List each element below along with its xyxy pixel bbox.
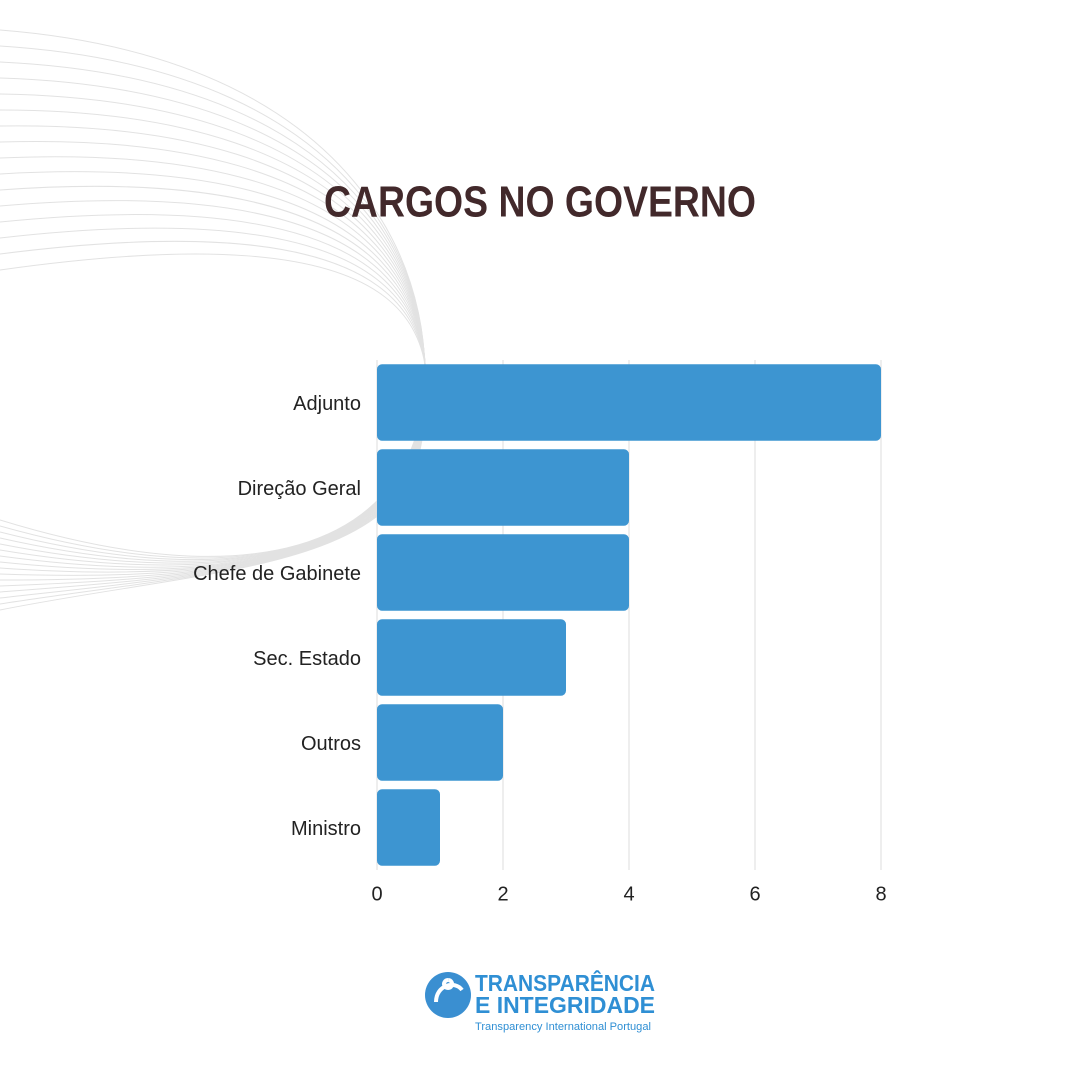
bar [377, 534, 629, 611]
logo-line2: E INTEGRIDADE [475, 992, 655, 1018]
logo-icon [425, 972, 471, 1018]
bar [377, 619, 566, 696]
x-tick-label: 4 [623, 883, 634, 905]
x-tick-label: 8 [875, 883, 886, 905]
y-tick-label: Chefe de Gabinete [193, 563, 361, 585]
y-tick-label: Sec. Estado [253, 648, 361, 670]
bar [377, 364, 881, 441]
bar [377, 449, 629, 526]
y-tick-label: Adjunto [293, 393, 361, 415]
logo-line1: TRANSPARÊNCIA [475, 969, 655, 996]
bar [377, 789, 440, 866]
logo-figure [434, 978, 464, 1003]
y-tick-label: Direção Geral [238, 478, 361, 500]
y-tick-label: Ministro [291, 818, 361, 840]
y-tick-label: Outros [301, 733, 361, 755]
deco-curve [0, 253, 428, 611]
logo-tagline: Transparency International Portugal [475, 1021, 651, 1033]
x-tick-label: 6 [749, 883, 760, 905]
bar [377, 704, 503, 781]
x-tick-label: 0 [371, 883, 382, 905]
x-tick-label: 2 [497, 883, 508, 905]
chart-title: CARGOS NO GOVERNO [324, 178, 756, 227]
logo: TRANSPARÊNCIA E INTEGRIDADE Transparency… [425, 969, 655, 1033]
